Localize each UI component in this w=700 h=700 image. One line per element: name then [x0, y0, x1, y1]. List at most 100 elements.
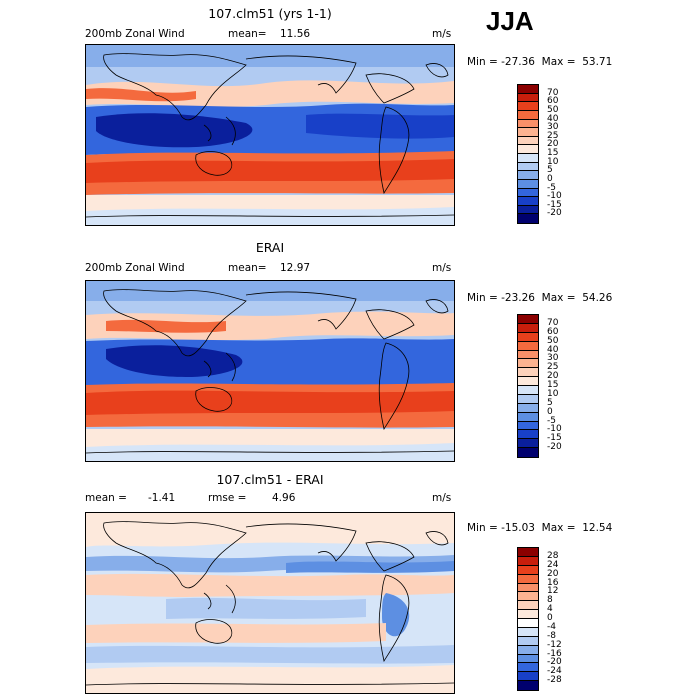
easterly-core [106, 345, 243, 377]
colorbar-swatch [518, 162, 538, 172]
min-label: Min = [467, 522, 498, 534]
colorbar-swatch [518, 645, 538, 655]
min-label: Min = [467, 292, 498, 304]
panel-1-mean-value: 11.56 [280, 28, 311, 40]
colorbar-level-label: -24 [547, 666, 562, 677]
colorbar-swatch [518, 548, 538, 557]
colorbar-level-label: 50 [547, 104, 559, 115]
colorbar-swatch [518, 583, 538, 593]
colorbar-swatch [518, 136, 538, 146]
colorbar-swatch [518, 119, 538, 129]
diff-north-positive [86, 513, 454, 547]
colorbar-level-label: 15 [547, 148, 559, 158]
panel-3-map [85, 512, 455, 694]
colorbar-swatch [518, 574, 538, 584]
panel-1-map [85, 44, 455, 226]
max-value: 53.71 [582, 56, 613, 68]
colorbar-swatch [518, 171, 538, 180]
colorbar-swatch [518, 610, 538, 619]
colorbar-swatch [518, 601, 538, 611]
diff-south-america-negative [382, 593, 410, 637]
max-value: 12.54 [582, 522, 613, 534]
colorbar-swatch [518, 359, 538, 369]
colorbar-level-label: 70 [547, 317, 559, 328]
colorbar-level-label: 40 [547, 344, 559, 355]
diff-south-negative [86, 645, 454, 664]
colorbar-swatch [518, 681, 538, 690]
colorbar-level-label: 0 [547, 406, 553, 417]
colorbar-level-label: 5 [547, 165, 553, 176]
panel-1-mean-label: mean= [228, 28, 267, 40]
colorbar-swatch [518, 654, 538, 664]
band-north-polar [86, 45, 454, 67]
colorbar-swatch [518, 188, 538, 198]
panel-3-colorbar [517, 547, 539, 691]
max-label: Max = [541, 292, 576, 304]
colorbar-swatch [518, 448, 538, 457]
colorbar-swatch [518, 341, 538, 351]
colorbar-level-label: 10 [547, 388, 559, 399]
colorbar-level-label: 20 [547, 139, 559, 150]
colorbar-swatch [518, 430, 538, 440]
colorbar-level-label: -8 [547, 630, 556, 641]
panel-3-minmax: Min = -15.03 Max = 12.54 [467, 522, 612, 534]
colorbar-level-label: -15 [547, 433, 562, 444]
easterly-core-east [306, 113, 454, 139]
colorbar-swatch [518, 197, 538, 206]
colorbar-swatch [518, 368, 538, 378]
panel-2-mean-value: 12.97 [280, 262, 311, 274]
min-value: -23.26 [501, 292, 535, 304]
coastlines [86, 53, 454, 218]
colorbar-level-label: 70 [547, 87, 559, 98]
colorbar-level-label: 16 [547, 577, 559, 588]
colorbar-level-label: -28 [547, 675, 562, 686]
colorbar-level-label: 50 [547, 335, 559, 346]
colorbar-swatch [518, 403, 538, 413]
colorbar-level-label: 30 [547, 122, 559, 133]
panel-1-map-svg [86, 45, 454, 225]
easterly-core [96, 113, 253, 148]
panel-1-minmax: Min = -27.36 Max = 53.71 [467, 56, 612, 68]
colorbar-level-label: 0 [547, 613, 553, 623]
colorbar-level-label: 0 [547, 173, 553, 184]
colorbar-swatch [518, 556, 538, 566]
colorbar-swatch [518, 619, 538, 628]
colorbar-swatch [518, 128, 538, 137]
colorbar-swatch [518, 386, 538, 395]
panel-2-title: ERAI [255, 240, 285, 255]
colorbar-swatch [518, 102, 538, 111]
panel-3-title: 107.clm51 - ERAI [216, 472, 324, 487]
diff-south-positive [86, 623, 386, 643]
colorbar-swatch [518, 627, 538, 637]
colorbar-level-label: 5 [547, 397, 553, 408]
colorbar-swatch [518, 421, 538, 431]
band-north-jet-core [86, 88, 196, 102]
colorbar-swatch [518, 179, 538, 189]
max-label: Max = [541, 522, 576, 534]
panel-3-rmse-label: rmse = [208, 492, 247, 504]
colorbar-swatch [518, 663, 538, 673]
colorbar-swatch [518, 565, 538, 575]
colorbar-swatch [518, 394, 538, 404]
panel-2-map [85, 280, 455, 462]
colorbar-swatch [518, 412, 538, 422]
colorbar-swatch [518, 636, 538, 646]
colorbar-level-label: 24 [547, 559, 559, 570]
colorbar-level-label: -20 [547, 442, 562, 453]
panel-3-rmse-value: 4.96 [272, 492, 296, 504]
max-value: 54.26 [582, 292, 613, 304]
diff-north-negative-core [286, 561, 454, 573]
colorbar-swatch [518, 332, 538, 342]
colorbar-level-label: -10 [547, 424, 562, 435]
band-north-polar [86, 281, 454, 301]
panel-2-units: m/s [432, 262, 452, 274]
coastlines [86, 521, 454, 686]
colorbar-level-label: 15 [547, 380, 559, 390]
coastlines [86, 289, 454, 454]
colorbar-swatch [518, 315, 538, 324]
band-north-jet [86, 311, 454, 341]
colorbar-level-label: 20 [547, 568, 559, 579]
band-south-jet-core [86, 390, 454, 415]
panel-1-units: m/s [432, 28, 452, 40]
min-value: -27.36 [501, 56, 535, 68]
